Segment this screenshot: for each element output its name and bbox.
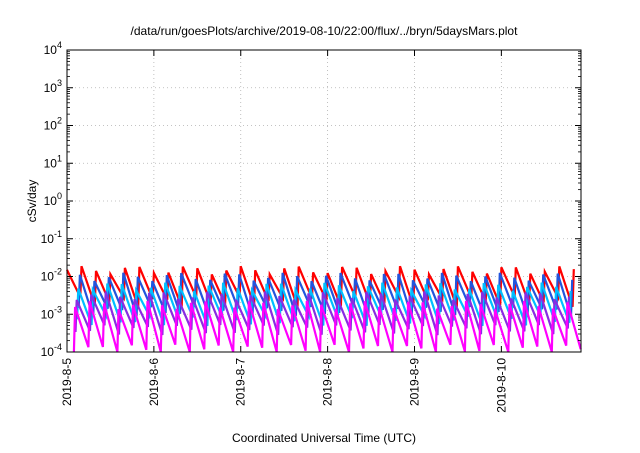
y-tick-label: 10-2	[41, 267, 62, 284]
x-tick-label: 2019-8-7	[234, 358, 248, 406]
y-tick-label: 102	[44, 116, 62, 133]
series-line-4	[74, 291, 571, 336]
x-tick-label: 2019-8-8	[321, 358, 335, 406]
series-line-5	[72, 300, 582, 353]
x-tick-label: 2019-8-9	[407, 358, 421, 406]
y-tick-label: 101	[44, 153, 62, 170]
grid	[67, 50, 581, 352]
y-tick-label: 10-4	[41, 342, 62, 359]
plot-series	[66, 265, 582, 353]
series-line-3	[76, 282, 572, 327]
series-line-2	[77, 272, 574, 318]
y-axis-label: cSv/day	[25, 180, 39, 223]
y-tick-label: 100	[44, 191, 62, 208]
x-axis: 2019-8-5 2019-8-6 2019-8-7 2019-8-8 2019-8-9…	[60, 50, 508, 413]
x-axis-label: Coordinated Universal Time (UTC)	[232, 431, 416, 445]
chart-title: /data/run/goesPlots/archive/2019-08-10/2…	[131, 24, 519, 38]
x-tick-label: 2019-8-10	[494, 358, 508, 413]
y-tick-label: 10-3	[41, 304, 62, 321]
x-tick-label: 2019-8-5	[60, 358, 74, 406]
y-axis: 10-4 10-3 10-2 10-1 100 101 102 103 104	[41, 40, 581, 359]
y-tick-label: 103	[44, 78, 62, 95]
x-tick-label: 2019-8-6	[147, 358, 161, 406]
y-tick-label: 104	[44, 40, 62, 57]
y-tick-label: 10-1	[41, 229, 62, 246]
